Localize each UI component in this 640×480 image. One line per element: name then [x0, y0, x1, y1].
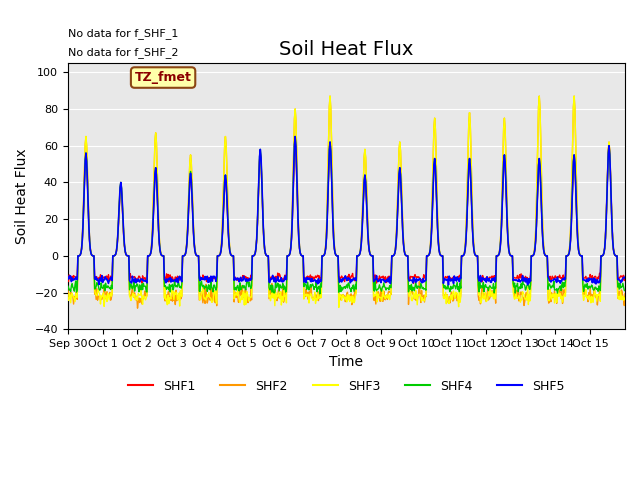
Y-axis label: Soil Heat Flux: Soil Heat Flux: [15, 148, 29, 244]
Title: Soil Heat Flux: Soil Heat Flux: [279, 40, 413, 59]
Text: No data for f_SHF_1: No data for f_SHF_1: [68, 28, 178, 39]
Legend: SHF1, SHF2, SHF3, SHF4, SHF5: SHF1, SHF2, SHF3, SHF4, SHF5: [123, 375, 570, 397]
Text: No data for f_SHF_2: No data for f_SHF_2: [68, 47, 179, 58]
Text: TZ_fmet: TZ_fmet: [134, 71, 191, 84]
X-axis label: Time: Time: [330, 355, 364, 369]
